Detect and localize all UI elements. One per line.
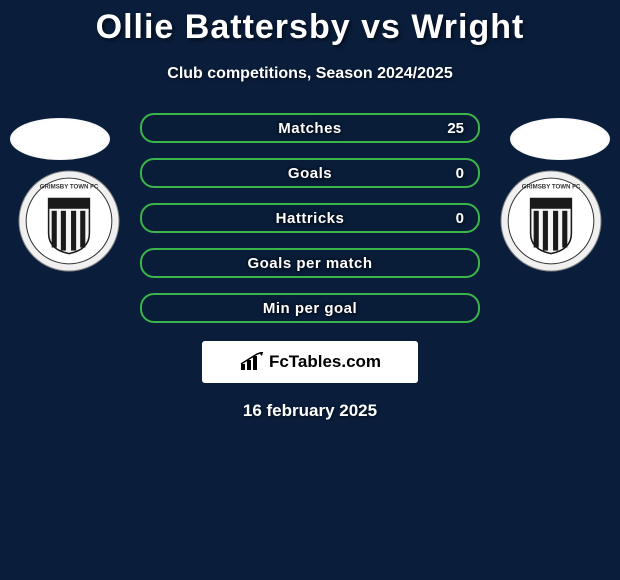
stat-row-hattricks: Hattricks 0 [140, 203, 480, 233]
page-subtitle: Club competitions, Season 2024/2025 [0, 65, 620, 83]
stats-container: Matches 25 Goals 0 Hattricks 0 Goals per… [140, 113, 480, 323]
stat-label: Matches [278, 120, 342, 137]
player-avatar-right [510, 118, 610, 160]
svg-text:GRIMSBY TOWN FC: GRIMSBY TOWN FC [40, 183, 99, 190]
stat-label: Min per goal [263, 300, 357, 317]
stat-row-goals: Goals 0 [140, 158, 480, 188]
player-avatar-left [10, 118, 110, 160]
page-title: Ollie Battersby vs Wright [0, 0, 620, 47]
stat-value-right: 25 [447, 120, 464, 137]
brand-text: FcTables.com [269, 352, 381, 372]
date-label: 16 february 2025 [0, 401, 620, 421]
brand-label: FcTables.com [239, 352, 381, 372]
stat-label: Goals per match [247, 255, 372, 272]
stat-label: Hattricks [276, 210, 345, 227]
stat-label: Goals [288, 165, 332, 182]
club-badge-right: GRIMSBY TOWN FC [500, 170, 602, 272]
brand-box: FcTables.com [202, 341, 418, 383]
chart-icon [239, 352, 265, 372]
stat-row-matches: Matches 25 [140, 113, 480, 143]
shield-icon: GRIMSBY TOWN FC [18, 170, 120, 272]
stat-value-right: 0 [456, 210, 464, 227]
shield-icon: GRIMSBY TOWN FC [500, 170, 602, 272]
svg-text:GRIMSBY TOWN FC: GRIMSBY TOWN FC [522, 183, 581, 190]
stat-row-goals-per-match: Goals per match [140, 248, 480, 278]
stat-row-min-per-goal: Min per goal [140, 293, 480, 323]
club-badge-left: GRIMSBY TOWN FC [18, 170, 120, 272]
stat-value-right: 0 [456, 165, 464, 182]
